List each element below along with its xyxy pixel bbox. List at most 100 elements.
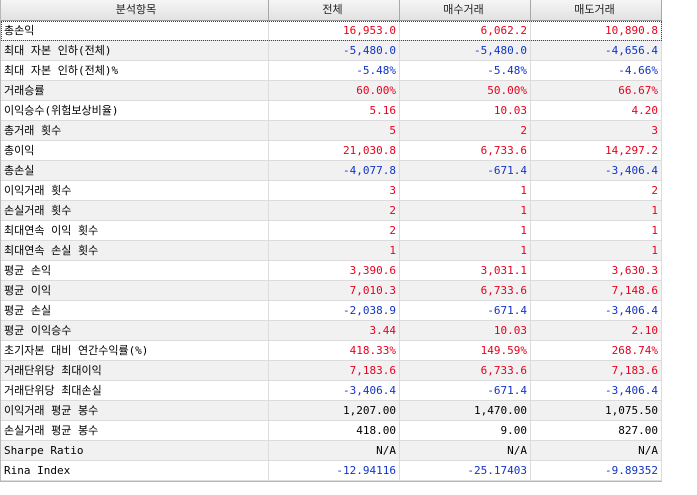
cell-total: -12.94116 xyxy=(269,461,400,480)
cell-total: 3 xyxy=(269,181,400,200)
cell-total: -4,077.8 xyxy=(269,161,400,180)
table-row[interactable]: 이익거래 횟수 3 1 2 xyxy=(1,181,662,201)
row-label: 거래승률 xyxy=(1,81,269,100)
cell-total: 418.00 xyxy=(269,421,400,440)
table-row[interactable]: 이익승수(위험보상비율) 5.16 10.03 4.20 xyxy=(1,101,662,121)
table-row[interactable]: 총손익 16,953.0 6,062.2 10,890.8 xyxy=(1,21,662,41)
cell-total: 60.00% xyxy=(269,81,400,100)
row-label: 총이익 xyxy=(1,141,269,160)
header-total[interactable]: 전체 xyxy=(269,0,400,20)
table-row[interactable]: 총이익 21,030.8 6,733.6 14,297.2 xyxy=(1,141,662,161)
cell-total: 3.44 xyxy=(269,321,400,340)
cell-total: -3,406.4 xyxy=(269,381,400,400)
table-row[interactable]: 최대 자본 인하(전체) -5,480.0 -5,480.0 -4,656.4 xyxy=(1,41,662,61)
table-row[interactable]: 총손실 -4,077.8 -671.4 -3,406.4 xyxy=(1,161,662,181)
cell-total: -5.48% xyxy=(269,61,400,80)
cell-buy: N/A xyxy=(400,441,531,460)
cell-buy: 9.00 xyxy=(400,421,531,440)
header-item[interactable]: 분석항목 xyxy=(1,0,269,20)
table-row[interactable]: Sharpe Ratio N/A N/A N/A xyxy=(1,441,662,461)
cell-total: 21,030.8 xyxy=(269,141,400,160)
row-label: Sharpe Ratio xyxy=(1,441,269,460)
cell-buy: -671.4 xyxy=(400,161,531,180)
row-label: 최대 자본 인하(전체) xyxy=(1,41,269,60)
cell-total: N/A xyxy=(269,441,400,460)
cell-buy: -5.48% xyxy=(400,61,531,80)
cell-sell: -4,656.4 xyxy=(531,41,662,60)
cell-sell: 66.67% xyxy=(531,81,662,100)
cell-sell: 1 xyxy=(531,241,662,260)
grid-body: 총손익 16,953.0 6,062.2 10,890.8 최대 자본 인하(전체) -5… xyxy=(1,21,662,481)
cell-buy: 10.03 xyxy=(400,101,531,120)
cell-sell: 7,183.6 xyxy=(531,361,662,380)
cell-sell: 827.00 xyxy=(531,421,662,440)
header-buy[interactable]: 매수거래 xyxy=(400,0,531,20)
cell-buy: 6,733.6 xyxy=(400,281,531,300)
cell-total: 418.33% xyxy=(269,341,400,360)
grid-header: 분석항목 전체 매수거래 매도거래 xyxy=(1,0,662,21)
cell-sell: 1,075.50 xyxy=(531,401,662,420)
performance-analysis-grid: 분석항목 전체 매수거래 매도거래 총손익 16,953.0 6,062.2 10,8… xyxy=(0,0,662,482)
table-row[interactable]: 거래단위당 최대손실 -3,406.4 -671.4 -3,406.4 xyxy=(1,381,662,401)
table-row[interactable]: 총거래 횟수 5 2 3 xyxy=(1,121,662,141)
cell-buy: -25.17403 xyxy=(400,461,531,480)
row-label: 최대 자본 인하(전체)% xyxy=(1,61,269,80)
cell-sell: 4.20 xyxy=(531,101,662,120)
table-row[interactable]: 거래승률 60.00% 50.00% 66.67% xyxy=(1,81,662,101)
row-label: 거래단위당 최대손실 xyxy=(1,381,269,400)
cell-total: 1 xyxy=(269,241,400,260)
table-row[interactable]: 손실거래 평균 봉수 418.00 9.00 827.00 xyxy=(1,421,662,441)
table-row[interactable]: 최대연속 손실 횟수 1 1 1 xyxy=(1,241,662,261)
table-row[interactable]: 거래단위당 최대이익 7,183.6 6,733.6 7,183.6 xyxy=(1,361,662,381)
cell-total: 2 xyxy=(269,221,400,240)
row-label: 평균 이익승수 xyxy=(1,321,269,340)
table-row[interactable]: 평균 이익 7,010.3 6,733.6 7,148.6 xyxy=(1,281,662,301)
cell-buy: 1 xyxy=(400,241,531,260)
cell-buy: -671.4 xyxy=(400,381,531,400)
row-label: 총손익 xyxy=(1,21,269,40)
cell-total: -2,038.9 xyxy=(269,301,400,320)
row-label: 이익승수(위험보상비율) xyxy=(1,101,269,120)
cell-sell: 2 xyxy=(531,181,662,200)
cell-sell: -3,406.4 xyxy=(531,161,662,180)
row-label: 손실거래 평균 봉수 xyxy=(1,421,269,440)
row-label: 평균 손익 xyxy=(1,261,269,280)
cell-sell: 1 xyxy=(531,201,662,220)
table-row[interactable]: 초기자본 대비 연간수익률(%) 418.33% 149.59% 268.74% xyxy=(1,341,662,361)
cell-buy: 50.00% xyxy=(400,81,531,100)
header-sell[interactable]: 매도거래 xyxy=(531,0,662,20)
row-label: Rina Index xyxy=(1,461,269,480)
table-row[interactable]: 평균 이익승수 3.44 10.03 2.10 xyxy=(1,321,662,341)
table-row[interactable]: Rina Index -12.94116 -25.17403 -9.89352 xyxy=(1,461,662,481)
row-label: 평균 손실 xyxy=(1,301,269,320)
cell-total: 7,010.3 xyxy=(269,281,400,300)
table-row[interactable]: 평균 손익 3,390.6 3,031.1 3,630.3 xyxy=(1,261,662,281)
row-label: 최대연속 손실 횟수 xyxy=(1,241,269,260)
table-row[interactable]: 손실거래 횟수 2 1 1 xyxy=(1,201,662,221)
cell-sell: 3 xyxy=(531,121,662,140)
table-row[interactable]: 최대연속 이익 횟수 2 1 1 xyxy=(1,221,662,241)
cell-sell: -4.66% xyxy=(531,61,662,80)
cell-buy: 3,031.1 xyxy=(400,261,531,280)
row-label: 총거래 횟수 xyxy=(1,121,269,140)
cell-sell: -9.89352 xyxy=(531,461,662,480)
cell-sell: -3,406.4 xyxy=(531,301,662,320)
cell-buy: 10.03 xyxy=(400,321,531,340)
cell-total: 5 xyxy=(269,121,400,140)
table-row[interactable]: 평균 손실 -2,038.9 -671.4 -3,406.4 xyxy=(1,301,662,321)
row-label: 이익거래 횟수 xyxy=(1,181,269,200)
cell-buy: -671.4 xyxy=(400,301,531,320)
cell-sell: 1 xyxy=(531,221,662,240)
cell-buy: -5,480.0 xyxy=(400,41,531,60)
cell-sell: N/A xyxy=(531,441,662,460)
cell-sell: 3,630.3 xyxy=(531,261,662,280)
cell-total: 2 xyxy=(269,201,400,220)
row-label: 초기자본 대비 연간수익률(%) xyxy=(1,341,269,360)
table-row[interactable]: 최대 자본 인하(전체)% -5.48% -5.48% -4.66% xyxy=(1,61,662,81)
cell-total: 3,390.6 xyxy=(269,261,400,280)
cell-total: 16,953.0 xyxy=(269,21,400,40)
cell-sell: 14,297.2 xyxy=(531,141,662,160)
cell-total: 7,183.6 xyxy=(269,361,400,380)
cell-total: 5.16 xyxy=(269,101,400,120)
table-row[interactable]: 이익거래 평균 봉수 1,207.00 1,470.00 1,075.50 xyxy=(1,401,662,421)
